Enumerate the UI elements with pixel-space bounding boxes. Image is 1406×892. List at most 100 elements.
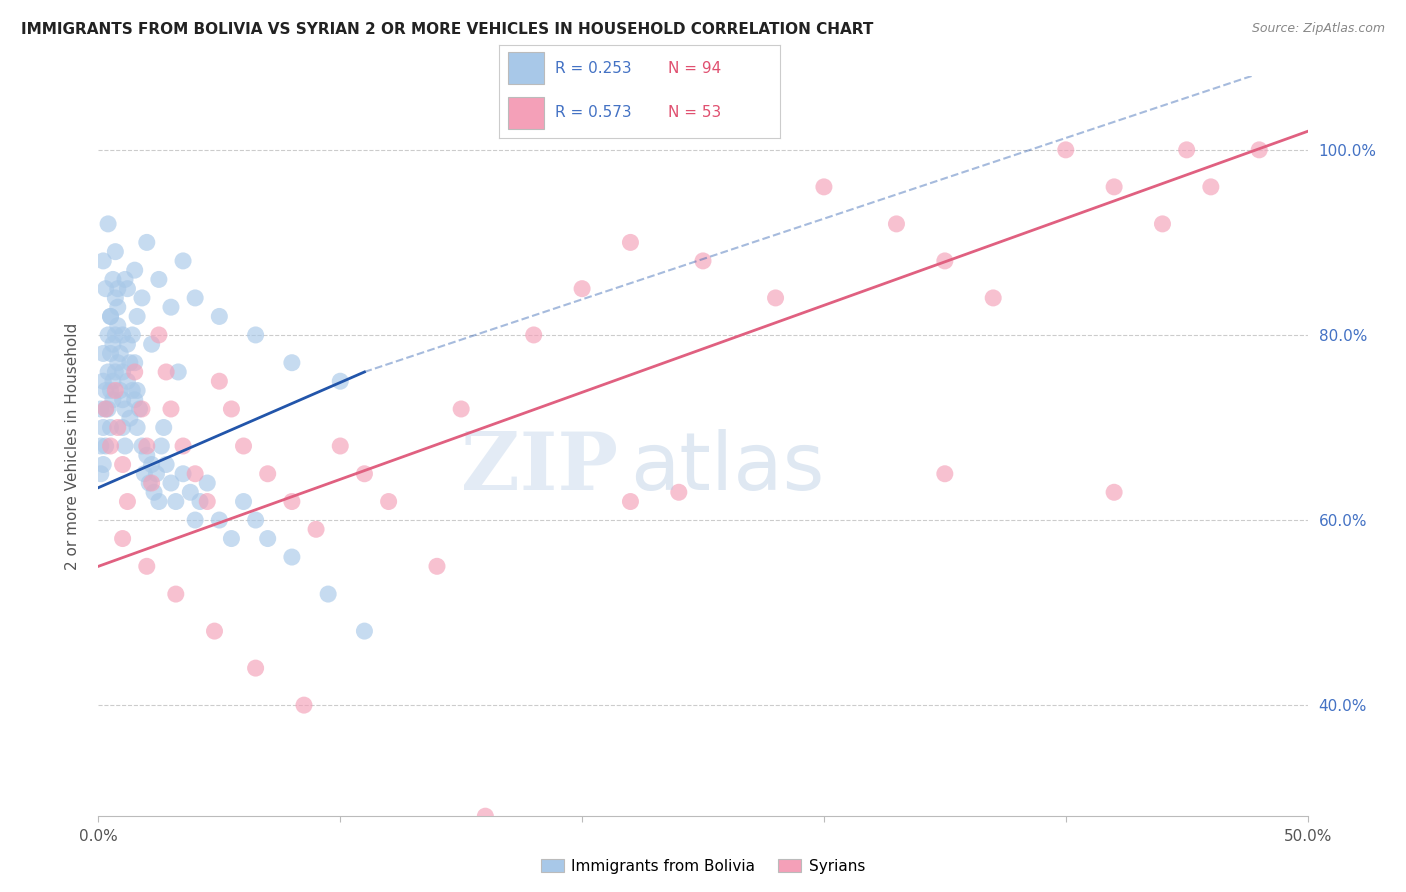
Point <box>108 384 131 398</box>
Point <box>118 356 141 370</box>
Point <box>208 513 231 527</box>
Point <box>184 467 207 481</box>
Bar <box>508 52 544 84</box>
Point <box>90 439 112 453</box>
Point <box>426 559 449 574</box>
Point <box>221 401 243 416</box>
Point <box>523 328 546 343</box>
Point <box>127 310 149 324</box>
Point <box>188 494 211 508</box>
Point <box>97 217 120 231</box>
Point <box>184 513 207 527</box>
Point <box>138 476 160 491</box>
Point <box>135 559 157 574</box>
Point <box>692 253 714 268</box>
Point <box>111 532 134 546</box>
Point <box>131 291 153 305</box>
Point <box>100 310 122 324</box>
Point <box>91 420 114 434</box>
Point <box>91 346 114 360</box>
Point <box>981 291 1004 305</box>
Point <box>204 624 226 639</box>
Point <box>104 291 127 305</box>
Point <box>107 356 129 370</box>
Point <box>1199 179 1222 194</box>
Point <box>160 300 183 314</box>
Point <box>245 513 267 527</box>
Point <box>232 439 254 453</box>
Point <box>121 384 143 398</box>
Point <box>172 253 194 268</box>
Point <box>90 467 112 481</box>
Text: ZIP: ZIP <box>461 429 619 508</box>
Point <box>94 282 117 296</box>
Point <box>765 291 787 305</box>
Point <box>141 476 163 491</box>
Point <box>131 439 153 453</box>
Point <box>195 476 218 491</box>
Point <box>619 235 641 250</box>
Point <box>104 365 127 379</box>
Point <box>135 439 157 453</box>
Point <box>141 337 163 351</box>
Point <box>94 384 117 398</box>
Point <box>111 328 134 343</box>
Point <box>152 420 174 434</box>
Point <box>208 310 231 324</box>
Text: R = 0.253: R = 0.253 <box>555 61 631 76</box>
Point <box>1102 485 1125 500</box>
Point <box>245 328 267 343</box>
Point <box>117 282 139 296</box>
Point <box>450 401 472 416</box>
Point <box>131 401 153 416</box>
Point <box>135 448 157 462</box>
Point <box>184 291 207 305</box>
Point <box>148 494 170 508</box>
Point <box>114 401 136 416</box>
Point <box>1054 143 1077 157</box>
Point <box>886 217 908 231</box>
Point <box>353 467 375 481</box>
Point <box>141 458 163 472</box>
Point <box>172 467 194 481</box>
Point <box>305 522 328 536</box>
Point <box>111 420 134 434</box>
Point <box>107 282 129 296</box>
Point <box>292 698 315 713</box>
Point <box>208 374 231 388</box>
Point <box>316 587 339 601</box>
Point <box>94 439 117 453</box>
Point <box>114 272 136 286</box>
Point <box>148 272 170 286</box>
Text: N = 53: N = 53 <box>668 105 721 120</box>
Point <box>97 328 120 343</box>
Point <box>127 420 149 434</box>
Point <box>934 253 956 268</box>
Point <box>474 809 496 823</box>
Point <box>1175 143 1198 157</box>
Point <box>1249 143 1271 157</box>
Point <box>571 282 593 296</box>
Point <box>668 485 690 500</box>
Point <box>195 494 218 508</box>
Text: atlas: atlas <box>630 429 825 508</box>
Point <box>1102 179 1125 194</box>
Point <box>117 337 139 351</box>
Point <box>91 374 114 388</box>
Point <box>107 318 129 333</box>
Point <box>104 328 127 343</box>
Text: R = 0.573: R = 0.573 <box>555 105 631 120</box>
Point <box>100 346 122 360</box>
Point <box>104 384 127 398</box>
Point <box>107 300 129 314</box>
Point <box>111 392 134 407</box>
Point <box>172 439 194 453</box>
Point <box>256 532 278 546</box>
Point <box>167 365 190 379</box>
Point <box>135 235 157 250</box>
Point <box>118 411 141 425</box>
Point <box>91 458 114 472</box>
Point <box>619 494 641 508</box>
Point <box>117 374 139 388</box>
Point <box>150 439 173 453</box>
